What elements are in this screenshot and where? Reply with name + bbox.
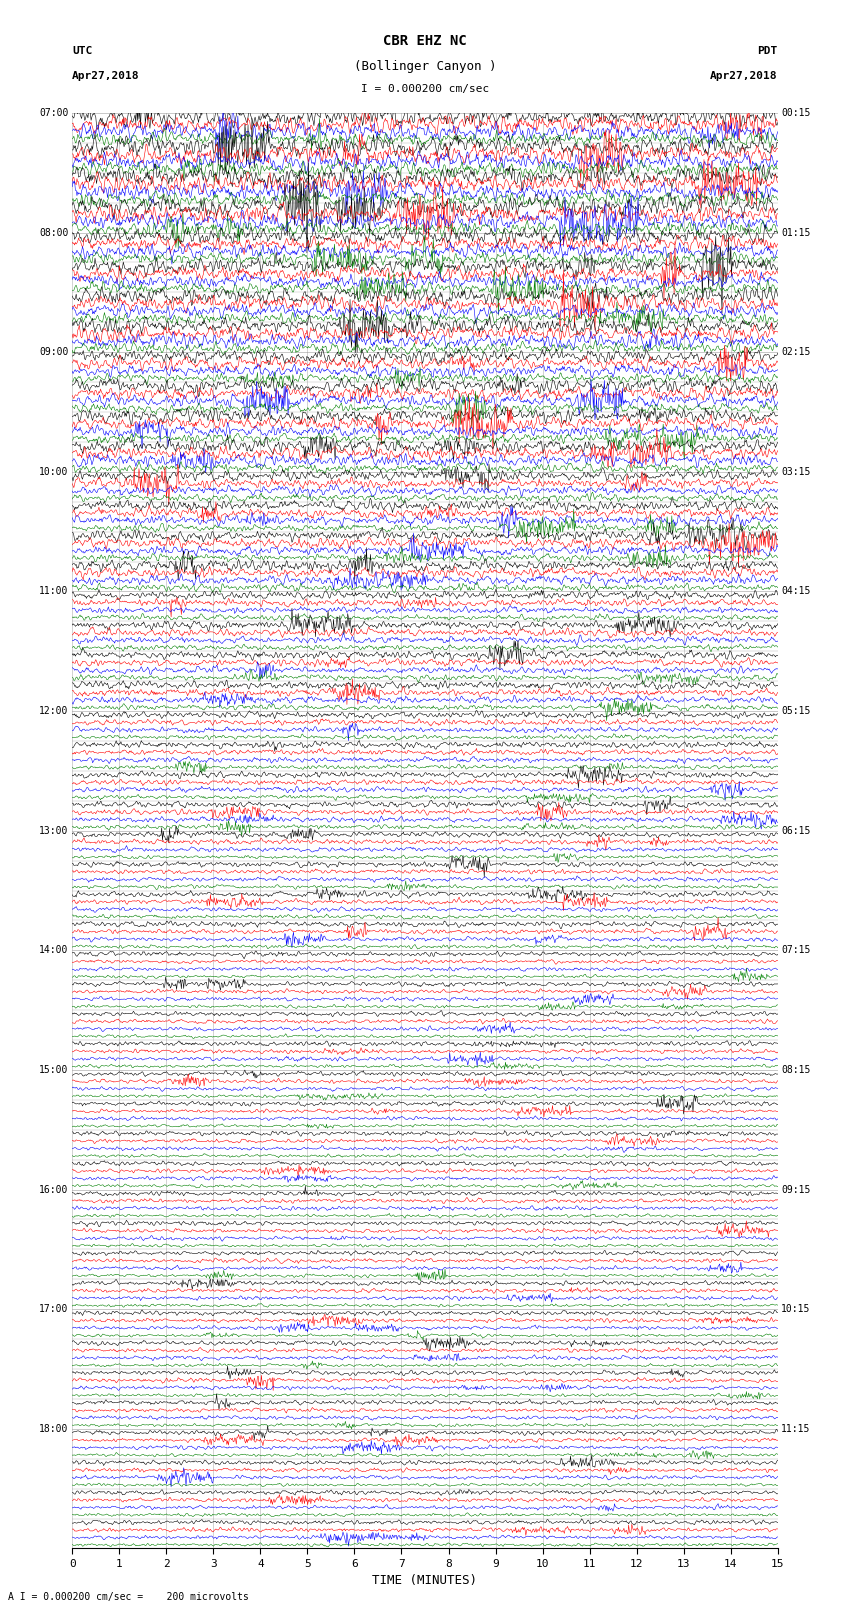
- Text: I = 0.000200 cm/sec: I = 0.000200 cm/sec: [361, 84, 489, 94]
- Text: 03:15: 03:15: [781, 466, 811, 477]
- Text: 04:15: 04:15: [781, 587, 811, 597]
- Text: Apr27,2018: Apr27,2018: [711, 71, 778, 81]
- Text: 01:15: 01:15: [781, 227, 811, 237]
- Text: 13:00: 13:00: [39, 826, 69, 836]
- Text: 11:15: 11:15: [781, 1424, 811, 1434]
- Text: Apr27,2018: Apr27,2018: [72, 71, 139, 81]
- Text: 16:00: 16:00: [39, 1184, 69, 1195]
- Text: 06:15: 06:15: [781, 826, 811, 836]
- Text: 08:00: 08:00: [39, 227, 69, 237]
- Text: PDT: PDT: [757, 47, 778, 56]
- Text: 10:15: 10:15: [781, 1305, 811, 1315]
- Text: CBR EHZ NC: CBR EHZ NC: [383, 34, 467, 48]
- Text: 09:15: 09:15: [781, 1184, 811, 1195]
- Text: 14:00: 14:00: [39, 945, 69, 955]
- Text: 15:00: 15:00: [39, 1065, 69, 1074]
- Text: 00:15: 00:15: [781, 108, 811, 118]
- Text: A I = 0.000200 cm/sec =    200 microvolts: A I = 0.000200 cm/sec = 200 microvolts: [8, 1592, 249, 1602]
- Text: 07:00: 07:00: [39, 108, 69, 118]
- Text: 17:00: 17:00: [39, 1305, 69, 1315]
- Text: 02:15: 02:15: [781, 347, 811, 356]
- Text: 05:15: 05:15: [781, 706, 811, 716]
- Text: 11:00: 11:00: [39, 587, 69, 597]
- Text: 09:00: 09:00: [39, 347, 69, 356]
- Text: 07:15: 07:15: [781, 945, 811, 955]
- Text: (Bollinger Canyon ): (Bollinger Canyon ): [354, 60, 496, 73]
- Text: 08:15: 08:15: [781, 1065, 811, 1074]
- Text: 18:00: 18:00: [39, 1424, 69, 1434]
- X-axis label: TIME (MINUTES): TIME (MINUTES): [372, 1574, 478, 1587]
- Text: UTC: UTC: [72, 47, 93, 56]
- Text: 12:00: 12:00: [39, 706, 69, 716]
- Text: 10:00: 10:00: [39, 466, 69, 477]
